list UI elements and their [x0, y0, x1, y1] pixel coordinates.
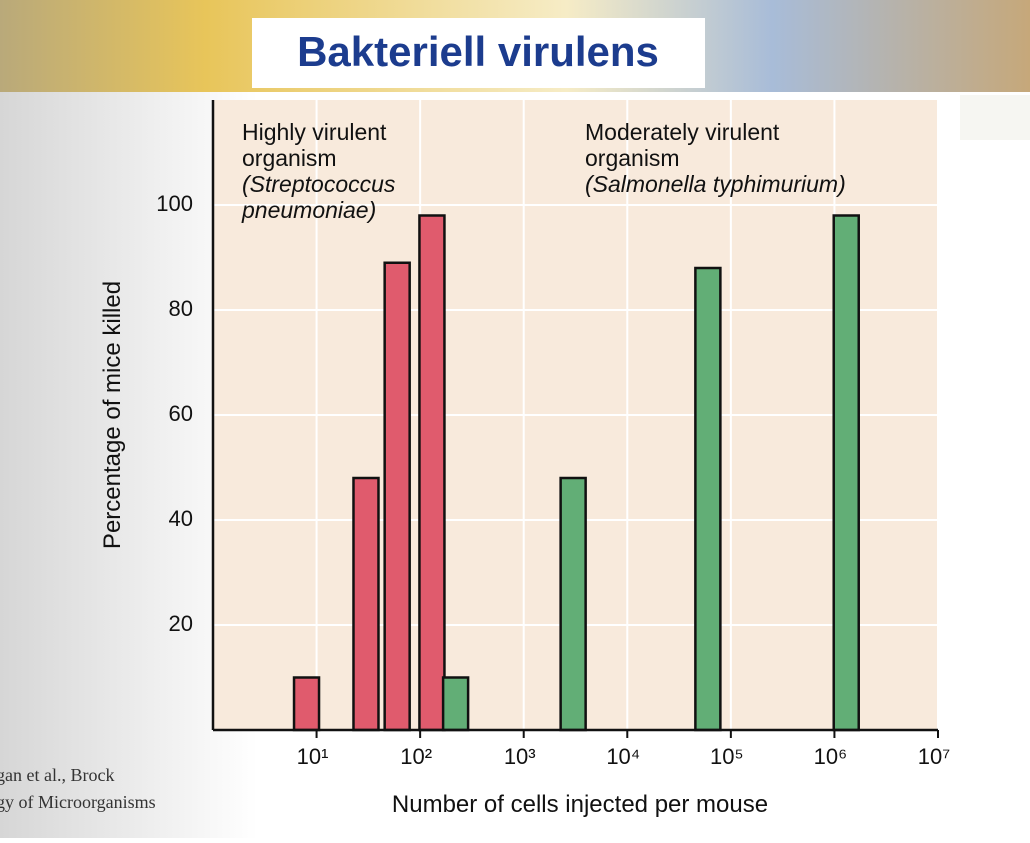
annotation: pneumoniae) — [241, 197, 376, 223]
y-tick-label: 60 — [169, 401, 193, 426]
plot: 20 40 60 80 100 10¹ 10² 10³ 10⁴ 10⁵ 10⁶ 10⁷ Highly v… — [99, 100, 950, 818]
y-tick-label: 20 — [169, 611, 193, 636]
bar — [694, 266, 722, 732]
annotation: (Salmonella typhimurium) — [585, 171, 846, 197]
bar — [292, 676, 321, 732]
bar — [441, 676, 470, 732]
y-tick-label: 40 — [169, 506, 193, 531]
x-tick-label: 10⁷ — [918, 744, 950, 769]
y-tick-label: 80 — [169, 296, 193, 321]
x-tick-label: 10² — [400, 744, 432, 769]
y-axis-label: Percentage of mice killed — [99, 281, 126, 549]
bar — [418, 214, 446, 732]
x-tick-label: 10⁵ — [710, 744, 744, 769]
slide-title: Bakteriell virulens — [297, 28, 659, 75]
annotation: Highly virulent — [242, 119, 387, 145]
bar — [383, 261, 411, 732]
title-box — [252, 18, 705, 88]
x-tick-label: 10¹ — [297, 744, 329, 769]
annotation: (Streptococcus — [242, 171, 396, 197]
annotation: organism — [585, 145, 680, 171]
bar — [832, 214, 860, 732]
x-tick-label: 10⁴ — [606, 744, 640, 769]
annotation: Moderately virulent — [585, 119, 780, 145]
bar — [352, 476, 380, 732]
y-tick-label: 100 — [156, 191, 193, 216]
x-tick-label: 10⁶ — [814, 744, 848, 769]
bar — [559, 476, 587, 732]
source-line: gy of Microorganisms — [0, 792, 156, 812]
source-line: gan et al., Brock — [0, 765, 114, 785]
x-axis-label: Number of cells injected per mouse — [392, 791, 768, 818]
annotation: organism — [242, 145, 337, 171]
x-tick-label: 10³ — [504, 744, 536, 769]
corner-panel — [960, 95, 1030, 140]
